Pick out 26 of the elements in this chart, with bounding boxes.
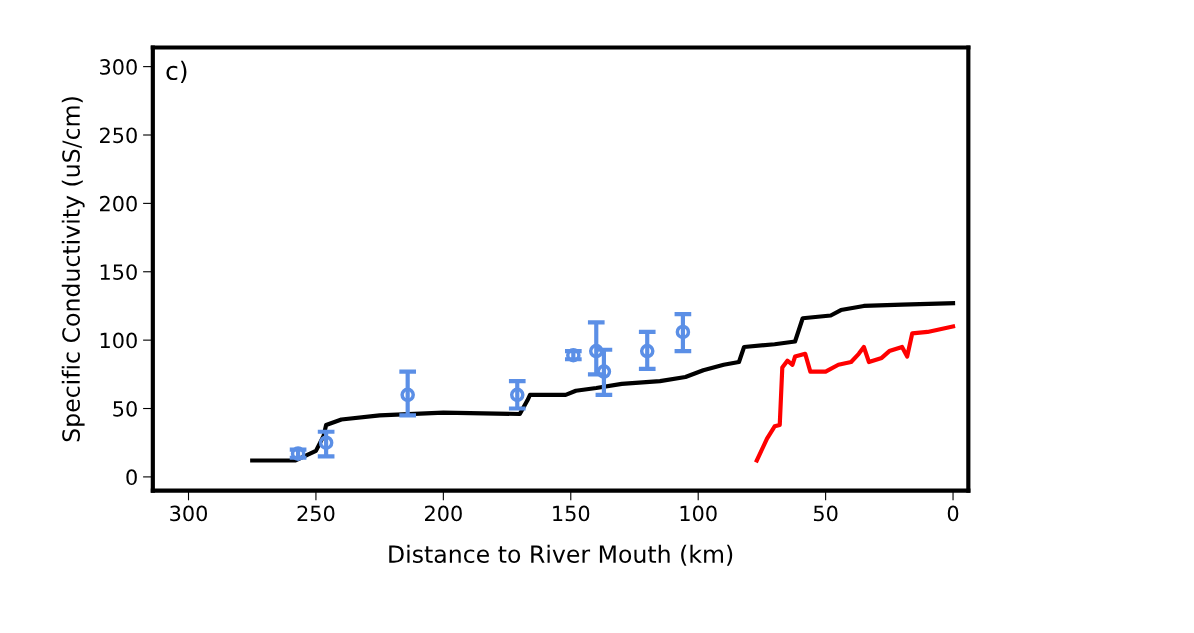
x-tick-label: 100 xyxy=(680,505,717,522)
y-tick-label: 100 xyxy=(100,332,137,349)
y-tick-label: 150 xyxy=(100,264,137,280)
point xyxy=(675,324,691,340)
x-axis-title: Distance to River Mouth (km) xyxy=(389,544,733,566)
point xyxy=(400,387,415,403)
annotation: c) xyxy=(166,60,187,84)
y-tick-label: 300 xyxy=(100,59,137,75)
point xyxy=(596,364,612,379)
x-tick-label: 300 xyxy=(170,505,208,522)
y-tick-label: 200 xyxy=(100,195,137,212)
x-tick-label: 50 xyxy=(813,505,838,522)
point xyxy=(639,343,655,359)
point xyxy=(509,387,525,403)
y-tick-label: 0 xyxy=(126,469,137,486)
x-tick-label: 150 xyxy=(553,505,590,522)
point xyxy=(318,435,334,451)
y-axis-title: Specific Conductivity (uS/cm) xyxy=(61,97,85,442)
line-series xyxy=(754,324,956,463)
y-tick-label: 50 xyxy=(113,400,137,417)
x-tick-label: 250 xyxy=(297,505,335,522)
x-tick-label: 0 xyxy=(947,505,959,522)
point xyxy=(588,343,604,359)
x-tick-label: 200 xyxy=(425,505,462,522)
line-series xyxy=(250,301,956,463)
y-tick-label: 250 xyxy=(100,127,137,144)
